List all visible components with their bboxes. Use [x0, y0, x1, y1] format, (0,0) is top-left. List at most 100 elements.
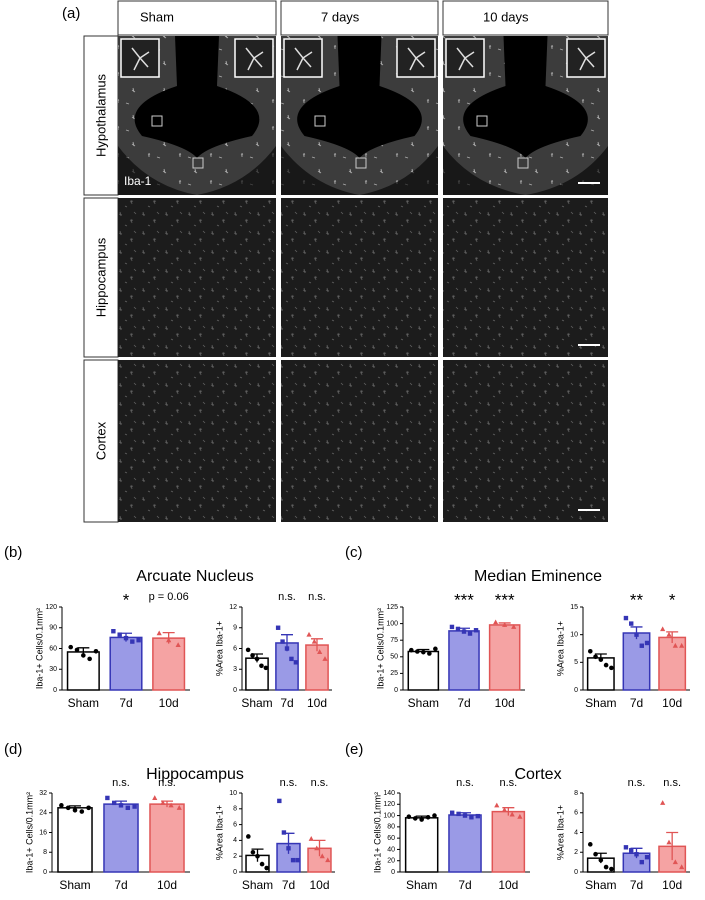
data-point [408, 647, 414, 653]
data-point [79, 809, 85, 814]
row-header-box [83, 359, 119, 523]
data-point [306, 631, 312, 637]
y-tick-label: 0 [574, 687, 578, 694]
y-tick-label: 16 [39, 829, 47, 836]
data-point [473, 628, 479, 633]
x-tick-label: 10d [662, 878, 682, 892]
data-point [250, 849, 256, 855]
data-point [255, 853, 260, 859]
significance: n.s. [499, 777, 517, 789]
panel-title: Hippocampus [146, 766, 244, 783]
roi-box [314, 115, 326, 127]
x-tick-label: 7d [458, 878, 471, 892]
data-point [160, 800, 166, 805]
micrograph-texture [281, 198, 438, 357]
data-point [502, 622, 508, 627]
significance: *** [454, 590, 474, 609]
data-point [427, 651, 432, 656]
y-tick-label: 100 [386, 620, 398, 627]
column-header-box [442, 0, 609, 36]
y-axis-label: Iba-1+ Cells/0.1mm² [34, 608, 44, 689]
data-point [263, 665, 269, 671]
y-tick-label: 125 [386, 604, 398, 611]
roi-box [476, 115, 488, 127]
y-tick-label: 0 [574, 869, 578, 876]
inset-cell [577, 47, 596, 71]
y-axis-label: %Area Iba-1+ [555, 805, 565, 860]
data-point [308, 836, 314, 841]
column-header-box [117, 0, 277, 36]
data-point [322, 656, 328, 661]
data-point [679, 864, 685, 870]
x-tick-label: 7d [114, 878, 127, 892]
x-tick-label: 10d [307, 696, 327, 710]
bar [407, 650, 440, 691]
inset-cell [456, 47, 475, 71]
data-point [449, 810, 455, 815]
data-point [462, 813, 468, 818]
significance: n.s. [628, 777, 646, 789]
data-point [74, 647, 80, 653]
x-tick-label: 7d [630, 878, 643, 892]
inset [234, 38, 274, 78]
y-tick-label: 90 [49, 625, 57, 632]
x-tick-label: 10d [309, 878, 329, 892]
micrograph-texture [443, 198, 608, 357]
bar [491, 810, 526, 873]
data-point [314, 845, 320, 851]
data-point [660, 626, 666, 632]
panel-label: (a) [62, 5, 80, 22]
data-point [59, 803, 64, 808]
bar [448, 630, 480, 691]
outer-dark [359, 146, 438, 195]
data-point [449, 624, 455, 630]
inset [120, 38, 160, 78]
data-point [289, 656, 294, 662]
data-point [511, 624, 517, 629]
data-point [281, 830, 287, 835]
data-point [87, 656, 92, 662]
data-point [125, 805, 131, 811]
data-point [286, 846, 291, 851]
data-point [629, 848, 634, 853]
y-tick-label: 24 [39, 810, 47, 817]
data-point [111, 800, 117, 806]
data-point [111, 629, 116, 634]
y-tick-label: 0 [391, 869, 395, 876]
y-tick-label: 0 [53, 687, 57, 694]
x-tick-label: 7d [457, 696, 470, 710]
data-point [469, 815, 474, 820]
outer-dark [118, 146, 197, 195]
x-tick-label: 10d [495, 696, 515, 710]
y-tick-label: 140 [383, 790, 395, 797]
y-axis-label: Iba-1+ Cells/0.1mm² [375, 608, 385, 689]
error-bar [666, 831, 679, 861]
y-tick-label: 30 [49, 666, 57, 673]
roi-box [517, 157, 529, 169]
data-point [132, 804, 137, 809]
data-point [293, 660, 299, 665]
y-tick-label: 9 [233, 625, 237, 632]
bar [488, 624, 521, 691]
data-point [609, 866, 614, 872]
data-point [666, 631, 672, 637]
y-tick-label: 10 [229, 790, 237, 797]
data-point [152, 795, 158, 800]
data-point [660, 800, 666, 805]
data-point [501, 807, 508, 812]
y-tick-label: 8 [233, 806, 237, 813]
significance: n.s. [456, 777, 474, 789]
bar [57, 807, 93, 873]
panel-label: (e) [345, 741, 363, 758]
data-point [609, 665, 614, 671]
micrograph-texture [281, 360, 438, 522]
data-point [623, 615, 629, 621]
x-tick-label: Sham [241, 696, 272, 710]
y-tick-label: 10 [570, 632, 578, 639]
data-point [629, 621, 634, 626]
data-point [65, 805, 71, 811]
y-tick-label: 6 [574, 810, 578, 817]
bar [103, 803, 139, 873]
data-point [672, 859, 678, 865]
x-tick-label: 10d [159, 696, 179, 710]
